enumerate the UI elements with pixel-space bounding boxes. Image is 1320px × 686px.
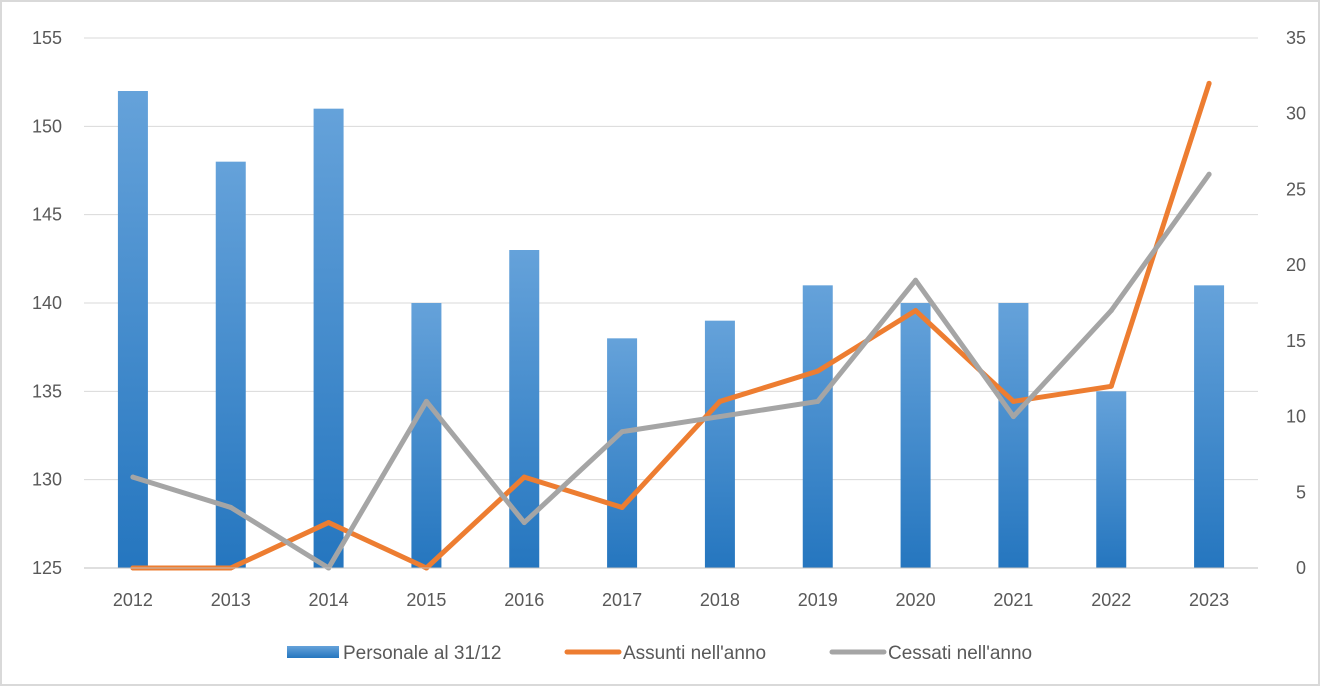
x-tick-label: 2023: [1189, 590, 1229, 610]
legend-label: Cessati nell'anno: [888, 643, 1032, 664]
data-point: [913, 308, 919, 314]
data-point: [717, 414, 723, 420]
data-point: [815, 368, 821, 374]
bar: [411, 303, 442, 568]
y-right-tick-label: 25: [1286, 179, 1306, 199]
data-point: [1108, 308, 1114, 314]
y-right-tick-label: 35: [1286, 28, 1306, 48]
x-tick-label: 2020: [896, 590, 936, 610]
data-point: [815, 398, 821, 404]
line-series: [130, 80, 1212, 571]
data-point: [130, 474, 136, 480]
data-point: [1108, 383, 1114, 389]
data-point: [521, 474, 527, 480]
bar: [704, 320, 735, 568]
x-tick-label: 2016: [504, 590, 544, 610]
bar-series: [117, 91, 1225, 569]
bar: [1096, 391, 1127, 568]
bar: [998, 303, 1029, 568]
data-point: [913, 277, 919, 283]
x-tick-label: 2021: [993, 590, 1033, 610]
data-point: [1010, 398, 1016, 404]
bar: [802, 285, 833, 568]
bar: [900, 303, 931, 568]
x-tick-label: 2014: [309, 590, 349, 610]
data-point: [521, 520, 527, 526]
bar: [313, 108, 344, 569]
y-right-tick-label: 0: [1296, 558, 1306, 578]
x-tick-label: 2012: [113, 590, 153, 610]
data-point: [619, 429, 625, 435]
y-left-tick-label: 125: [32, 558, 62, 578]
legend-label: Personale al 31/12: [343, 643, 501, 664]
data-point: [717, 398, 723, 404]
gridlines: [84, 37, 1258, 481]
series-line: [130, 80, 1212, 571]
y-left-tick-label: 155: [32, 28, 62, 48]
x-tick-label: 2022: [1091, 590, 1131, 610]
data-point: [1010, 414, 1016, 420]
axes: 125 130 135 140 145 150 155 0 5 10 15 20 25 30 35 2012 2…: [32, 28, 1306, 610]
y-left-tick-label: 150: [32, 116, 62, 136]
x-tick-label: 2019: [798, 590, 838, 610]
legend-label: Assunti nell'anno: [623, 643, 766, 664]
y-left-tick-label: 135: [32, 381, 62, 401]
y-right-tick-label: 5: [1296, 482, 1306, 502]
data-point: [1206, 80, 1212, 86]
y-left-tick-label: 140: [32, 293, 62, 313]
data-point: [326, 520, 332, 526]
legend: Personale al 31/12 Assunti nell'anno Cessa…: [287, 643, 1032, 664]
y-left-tick-label: 130: [32, 470, 62, 490]
y-left-tick-label: 145: [32, 205, 62, 225]
x-tick-label: 2013: [211, 590, 251, 610]
data-point: [423, 398, 429, 404]
legend-swatch: [287, 646, 339, 658]
bar: [117, 91, 148, 568]
y-right-tick-label: 20: [1286, 255, 1306, 275]
bar: [1194, 285, 1225, 568]
x-tick-label: 2017: [602, 590, 642, 610]
data-point: [228, 504, 234, 510]
series-line: [130, 171, 1212, 571]
data-point: [619, 504, 625, 510]
y-right-tick-label: 30: [1286, 104, 1306, 124]
bar: [215, 161, 246, 568]
x-tick-label: 2018: [700, 590, 740, 610]
bar: [607, 338, 638, 568]
y-right-tick-label: 15: [1286, 331, 1306, 351]
y-right-tick-label: 10: [1286, 407, 1306, 427]
data-point: [1206, 171, 1212, 177]
x-tick-label: 2015: [406, 590, 446, 610]
